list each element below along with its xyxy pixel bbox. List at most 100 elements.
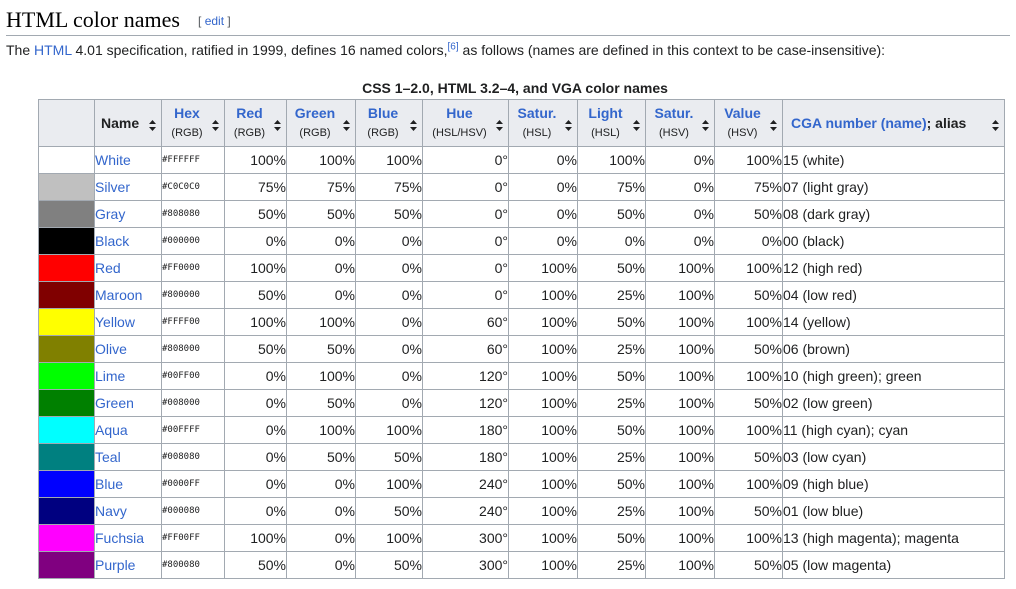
- green-header-label[interactable]: Green: [294, 105, 336, 121]
- table-caption: CSS 1–2.0, HTML 3.2–4, and VGA color nam…: [362, 80, 668, 96]
- green-cell: 100%: [286, 308, 356, 336]
- saturation-hsv-header-label[interactable]: Satur.: [654, 105, 694, 121]
- saturation-hsv-cell: 100%: [645, 308, 715, 336]
- color-name-link[interactable]: White: [95, 152, 131, 168]
- color-swatch: [38, 146, 95, 174]
- color-name-link[interactable]: Blue: [95, 476, 124, 492]
- blue-header-label[interactable]: Blue: [367, 105, 399, 121]
- hex-cell: #808080: [161, 200, 225, 228]
- red-header[interactable]: Red (RGB): [224, 99, 287, 147]
- color-name-link[interactable]: Purple: [95, 557, 136, 573]
- value-header-label[interactable]: Value: [724, 105, 761, 121]
- edit-link[interactable]: edit: [204, 14, 225, 28]
- color-swatch: [38, 470, 95, 498]
- value-cell: 100%: [714, 146, 783, 174]
- hex-cell: #FFFF00: [161, 308, 225, 336]
- green-cell: 100%: [286, 146, 356, 174]
- table-row: Silver #C0C0C0 75% 75% 75% 0° 0% 75% 0% 75% 07 (li…: [38, 173, 1005, 201]
- cga-cell: 13 (high magenta); magenta: [782, 524, 1005, 552]
- green-header[interactable]: Green (RGB): [286, 99, 356, 147]
- edit-bracket-open: [: [198, 14, 202, 28]
- saturation-hsl-header-label[interactable]: Satur.: [517, 105, 557, 121]
- saturation-hsv-cell: 0%: [645, 227, 715, 255]
- color-name-link[interactable]: Fuchsia: [95, 530, 145, 546]
- color-name-link[interactable]: Silver: [95, 179, 131, 195]
- table-row: Purple #800080 50% 0% 50% 300° 100% 25% 100% 50% 0…: [38, 551, 1005, 579]
- hex-cell: #0000FF: [161, 470, 225, 498]
- hex-header-sub: (RGB): [171, 127, 203, 139]
- saturation-hsl-header-sub: (HSL): [522, 127, 552, 139]
- hex-cell: #00FFFF: [161, 416, 225, 444]
- hue-header-label[interactable]: Hue: [446, 105, 473, 121]
- cga-cell: 02 (low green): [782, 389, 1005, 417]
- sort-icon[interactable]: [633, 118, 640, 131]
- color-name-link[interactable]: Lime: [95, 368, 126, 384]
- lightness-cell: 25%: [577, 443, 646, 471]
- name-cell: Aqua: [94, 416, 162, 444]
- name-cell: Navy: [94, 497, 162, 525]
- blue-cell: 50%: [355, 443, 423, 471]
- hex-header-label[interactable]: Hex: [174, 105, 200, 121]
- sort-icon[interactable]: [410, 118, 417, 131]
- sort-icon[interactable]: [496, 118, 503, 131]
- hue-cell: 0°: [422, 173, 509, 201]
- value-cell: 50%: [714, 389, 783, 417]
- sort-icon[interactable]: [274, 118, 281, 131]
- color-name-link[interactable]: Teal: [95, 449, 121, 465]
- sort-icon[interactable]: [212, 118, 219, 131]
- sort-icon[interactable]: [149, 118, 156, 131]
- saturation-hsl-cell: 0%: [508, 173, 578, 201]
- saturation-hsl-header[interactable]: Satur. (HSL): [508, 99, 578, 147]
- saturation-hsl-cell: 100%: [508, 362, 578, 390]
- name-cell: Green: [94, 389, 162, 417]
- html-link[interactable]: HTML: [34, 42, 72, 58]
- section-heading: HTML color names [ edit ]: [6, 4, 1010, 36]
- name-cell: White: [94, 146, 162, 174]
- saturation-hsv-cell: 0%: [645, 200, 715, 228]
- color-name-link[interactable]: Maroon: [95, 287, 143, 303]
- value-header[interactable]: Value (HSV): [714, 99, 783, 147]
- name-cell: Blue: [94, 470, 162, 498]
- citation-link[interactable]: [6]: [447, 41, 459, 53]
- red-cell: 50%: [224, 200, 287, 228]
- red-header-label[interactable]: Red: [236, 105, 263, 121]
- color-name-link[interactable]: Olive: [95, 341, 127, 357]
- color-name-link[interactable]: Red: [95, 260, 121, 276]
- color-name-link[interactable]: Green: [95, 395, 134, 411]
- name-header[interactable]: Name: [94, 99, 162, 147]
- sort-icon[interactable]: [702, 118, 709, 131]
- cga-header-link[interactable]: CGA number (name): [791, 115, 927, 131]
- color-name-link[interactable]: Aqua: [95, 422, 128, 438]
- saturation-hsl-cell: 100%: [508, 551, 578, 579]
- hex-cell: #008000: [161, 389, 225, 417]
- blue-header[interactable]: Blue (RGB): [355, 99, 423, 147]
- hex-header[interactable]: Hex (RGB): [161, 99, 225, 147]
- cga-cell: 08 (dark gray): [782, 200, 1005, 228]
- lightness-header-label[interactable]: Light: [588, 105, 623, 121]
- sort-icon[interactable]: [565, 118, 572, 131]
- cga-header[interactable]: CGA number (name); alias: [782, 99, 1005, 147]
- hue-cell: 0°: [422, 200, 509, 228]
- sort-icon[interactable]: [992, 118, 999, 131]
- hue-header[interactable]: Hue (HSL/HSV): [422, 99, 509, 147]
- blue-cell: 100%: [355, 524, 423, 552]
- color-name-link[interactable]: Gray: [95, 206, 126, 222]
- hue-cell: 240°: [422, 497, 509, 525]
- sort-icon[interactable]: [343, 118, 350, 131]
- color-swatch: [38, 254, 95, 282]
- cga-cell: 00 (black): [782, 227, 1005, 255]
- cga-cell: 10 (high green); green: [782, 362, 1005, 390]
- blue-cell: 75%: [355, 173, 423, 201]
- hue-cell: 120°: [422, 389, 509, 417]
- hue-cell: 120°: [422, 362, 509, 390]
- edit-bracket-close: ]: [227, 14, 231, 28]
- color-name-link[interactable]: Black: [95, 233, 130, 249]
- sort-icon[interactable]: [770, 118, 777, 131]
- lightness-header[interactable]: Light (HSL): [577, 99, 646, 147]
- saturation-hsl-cell: 100%: [508, 254, 578, 282]
- saturation-hsv-header[interactable]: Satur. (HSV): [645, 99, 715, 147]
- color-name-link[interactable]: Navy: [95, 503, 127, 519]
- color-swatch: [38, 551, 95, 579]
- hue-cell: 60°: [422, 308, 509, 336]
- color-name-link[interactable]: Yellow: [95, 314, 135, 330]
